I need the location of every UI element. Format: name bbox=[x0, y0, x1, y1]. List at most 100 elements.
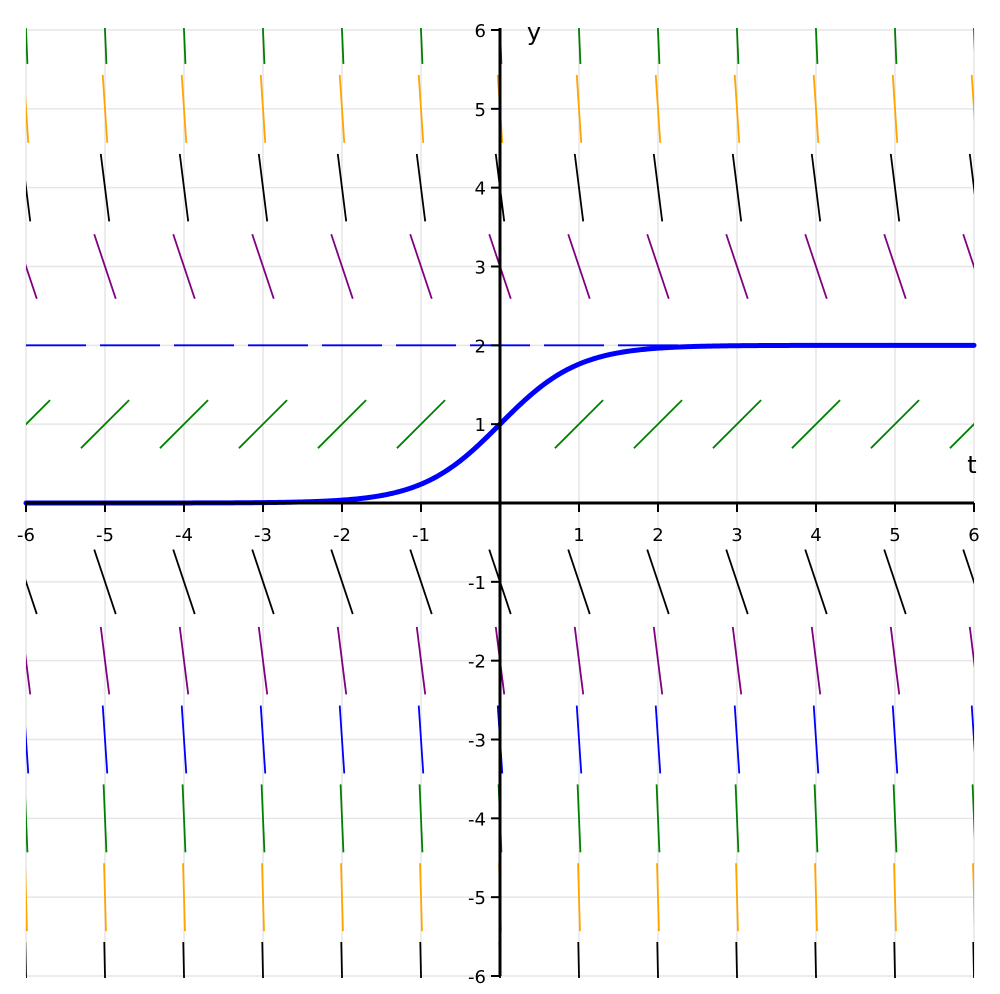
slope-segment bbox=[338, 705, 346, 774]
slope-segment bbox=[804, 549, 828, 615]
slope-segment bbox=[889, 153, 901, 222]
slope-segment bbox=[814, 863, 818, 932]
slope-segment bbox=[317, 399, 367, 449]
slope-segment bbox=[971, 784, 974, 840]
slope-segment bbox=[159, 399, 209, 449]
slope-segment bbox=[26, 399, 51, 426]
slope-segment bbox=[418, 784, 424, 853]
slope-segment bbox=[656, 941, 659, 978]
x-tick-label: 4 bbox=[810, 525, 821, 546]
slope-segment bbox=[725, 549, 749, 615]
x-tick-label: -6 bbox=[17, 525, 35, 546]
slope-segment bbox=[554, 399, 604, 449]
slope-segment bbox=[172, 549, 196, 615]
slope-segment bbox=[259, 705, 267, 774]
slope-segment bbox=[870, 399, 920, 449]
x-tick-label: -5 bbox=[96, 525, 114, 546]
slope-segment bbox=[396, 399, 446, 449]
slope-segment bbox=[725, 233, 749, 300]
slope-segment bbox=[178, 153, 190, 222]
slope-segment bbox=[419, 863, 423, 932]
slope-segment bbox=[814, 941, 817, 978]
slope-segment bbox=[420, 28, 424, 65]
axis-labels: ty bbox=[527, 18, 977, 479]
x-tick-label: 5 bbox=[889, 525, 900, 546]
slope-segment bbox=[26, 796, 29, 853]
slope-segment bbox=[419, 941, 422, 978]
slope-segment bbox=[178, 626, 190, 695]
slope-segment bbox=[409, 233, 433, 300]
slope-segment bbox=[26, 95, 30, 143]
x-tick-label: 2 bbox=[652, 525, 663, 546]
y-tick-label: 5 bbox=[475, 100, 486, 121]
slope-segment bbox=[180, 74, 188, 143]
y-tick-label: -1 bbox=[468, 573, 486, 594]
slope-segment bbox=[810, 153, 822, 222]
slope-segment bbox=[812, 74, 820, 143]
slope-segment bbox=[712, 399, 762, 449]
slope-segment bbox=[731, 153, 743, 222]
x-tick-label: -1 bbox=[412, 525, 430, 546]
slope-segment bbox=[99, 153, 111, 222]
x-tick-label: 3 bbox=[731, 525, 742, 546]
slope-segment bbox=[182, 941, 185, 978]
slope-segment bbox=[336, 153, 348, 222]
slope-segment bbox=[949, 422, 974, 449]
slope-segment bbox=[567, 233, 591, 300]
y-tick-label: 2 bbox=[475, 336, 486, 357]
slope-segment bbox=[652, 153, 664, 222]
slope-segment bbox=[810, 626, 822, 695]
slope-segment bbox=[970, 74, 974, 123]
slope-segment bbox=[103, 941, 106, 978]
slope-segment bbox=[26, 263, 38, 300]
slope-segment bbox=[813, 784, 819, 853]
x-tick-label: -4 bbox=[175, 525, 193, 546]
slope-segment bbox=[891, 705, 899, 774]
slope-segment bbox=[815, 28, 819, 65]
slope-segment bbox=[262, 28, 266, 65]
y-tick-label: -5 bbox=[468, 888, 486, 909]
slope-segment bbox=[891, 74, 899, 143]
slope-segment bbox=[968, 153, 974, 195]
slope-segment bbox=[735, 863, 739, 932]
x-tick-label: 1 bbox=[573, 525, 584, 546]
slope-segment bbox=[735, 941, 738, 978]
slope-segment bbox=[257, 626, 269, 695]
slope-segment bbox=[970, 705, 974, 754]
y-tick-label: -2 bbox=[468, 652, 486, 673]
slope-segment bbox=[339, 784, 345, 853]
x-tick-label: -3 bbox=[254, 525, 272, 546]
slope-segment bbox=[883, 549, 907, 615]
slope-segment bbox=[893, 941, 896, 978]
slope-segment bbox=[733, 74, 741, 143]
slope-segment bbox=[577, 863, 581, 932]
y-tick-label: -6 bbox=[468, 967, 486, 988]
slope-segment bbox=[646, 233, 670, 300]
slope-segment bbox=[656, 863, 660, 932]
slope-segment bbox=[340, 863, 344, 932]
x-tick-label: 6 bbox=[968, 525, 979, 546]
slope-segment bbox=[182, 863, 186, 932]
slope-segment bbox=[962, 549, 974, 585]
slope-segment bbox=[80, 399, 130, 449]
slope-segment bbox=[812, 705, 820, 774]
slope-segment bbox=[892, 784, 898, 853]
slope-segment bbox=[172, 233, 196, 300]
x-axis-label: t bbox=[967, 451, 976, 479]
tick-marks: -6 -5 -4 -3 -2 -1 1 2 3 4 5 6 -6 -5 -4 -3 -2 -1 1 2 3 4 5 6 bbox=[17, 21, 980, 988]
slope-segment bbox=[893, 863, 897, 932]
slope-segment bbox=[657, 28, 661, 65]
slope-segment bbox=[102, 784, 108, 853]
slope-segment bbox=[260, 784, 266, 853]
slope-segment bbox=[576, 784, 582, 853]
slope-segment bbox=[259, 74, 267, 143]
slope-segment bbox=[962, 233, 974, 270]
slope-segment bbox=[734, 784, 740, 853]
slope-segment bbox=[573, 153, 585, 222]
slope-segment bbox=[336, 626, 348, 695]
slope-segment bbox=[804, 233, 828, 300]
slope-segment bbox=[889, 626, 901, 695]
slope-segment bbox=[575, 74, 583, 143]
slope-segment bbox=[330, 233, 354, 300]
